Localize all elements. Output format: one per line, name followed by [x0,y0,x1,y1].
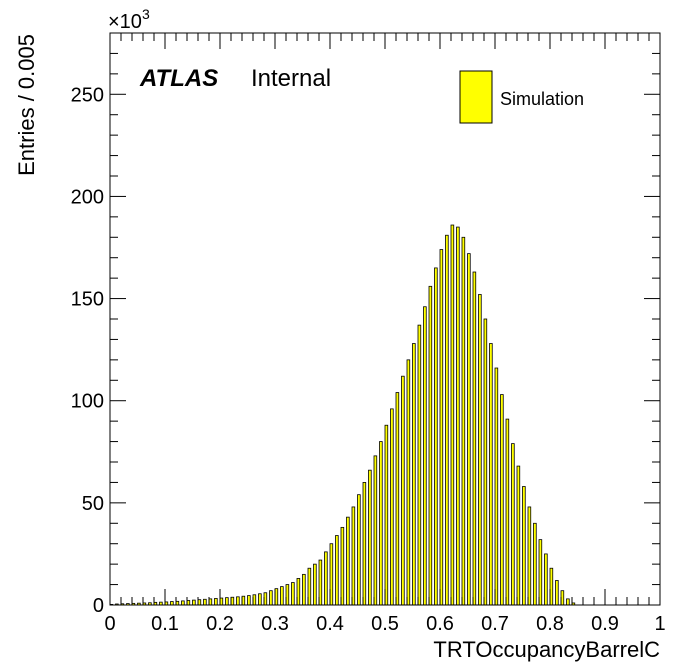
x-tick-label: 0.6 [426,613,454,635]
histogram-bar [428,285,433,606]
histogram-bar [302,573,306,606]
atlas-label: ATLAS [139,65,218,92]
x-tick-labels: 0 0.1 0.2 0.3 0.4 0.5 0.6 0.7 0.8 0.9 1 [104,613,665,635]
histogram-bar [555,580,559,606]
histogram-bar [406,359,411,606]
x-tick-label: 0.7 [481,613,509,635]
histogram-bar [269,590,273,606]
histogram-bar [566,598,570,606]
x-tick-label: 1 [654,613,665,635]
y-tick-label: 250 [71,84,104,106]
histogram-bar [494,367,499,606]
axis-ticks [109,32,661,606]
y-axis-title: Entries / 0.005 [14,34,39,176]
x-tick-label: 0.2 [206,613,234,635]
histogram-bar [434,267,438,606]
histogram-bar [489,343,493,606]
x-tick-label: 0.8 [536,613,564,635]
histogram-bar [538,539,543,606]
legend-label-simulation: Simulation [500,89,584,109]
histogram-bar [445,234,449,606]
histogram-bar [280,586,284,606]
y-tick-label: 50 [82,493,104,515]
x-tick-label: 0.1 [151,613,179,635]
histogram-bar [192,599,196,606]
histogram-bar [478,294,482,606]
histogram-bar [544,553,548,606]
histogram-bar [450,224,455,606]
histogram-bar [401,375,405,606]
y-tick-label: 100 [71,391,104,413]
histogram-bar [384,424,389,606]
histogram-bar [247,595,251,606]
histogram-bar [368,469,372,606]
x-axis-title: TRTOccupancyBarrelC [433,637,660,662]
x-tick-label: 0.4 [316,613,344,635]
histogram-bars [109,224,576,606]
histogram-bar [203,598,207,606]
histogram-bar [351,506,356,606]
histogram-bar [516,465,521,606]
histogram-bar [324,551,328,606]
histogram-bar [340,526,345,606]
internal-label: Internal [251,65,331,92]
histogram-bar [527,506,532,606]
histogram-bar [500,394,504,606]
histogram-bar [533,522,537,606]
histogram-bar [417,324,422,606]
x-tick-label: 0.3 [261,613,289,635]
histogram-bar [423,306,427,606]
y-multiplier: ×103 [108,6,150,33]
histogram-bar [505,418,510,606]
histogram-bar [472,271,477,606]
histogram-bar [170,601,174,606]
histogram-bar [335,535,339,606]
x-tick-label: 0 [104,613,115,635]
histogram-bar [357,494,361,606]
histogram-bar [373,455,378,606]
histogram-bar [522,486,526,606]
histogram-bar [258,593,262,606]
histogram-bar [461,236,466,606]
histogram-bar [467,253,471,606]
histogram-bar [511,443,515,606]
y-tick-label: 200 [71,186,104,208]
x-tick-label: 0.9 [591,613,619,635]
y-tick-label: 0 [93,595,104,617]
histogram-bar [390,408,394,606]
histogram-bar [395,392,400,606]
histogram-bar [225,597,229,606]
histogram-bar [313,563,317,606]
histogram-bar [483,318,488,606]
histogram-bar [379,441,383,606]
histogram-bar [439,249,444,606]
y-tick-label: 150 [71,289,104,311]
legend-swatch-simulation [459,70,493,124]
histogram-bar [346,516,350,606]
histogram-bar [181,600,185,606]
histogram-bar [214,598,218,606]
histogram-bar [412,343,416,606]
histogram-bar [456,226,460,606]
x-tick-label: 0.5 [371,613,399,635]
histogram-bar [362,482,367,606]
y-tick-labels: 0 50 100 150 200 250 [71,84,104,617]
histogram-bar [291,582,295,606]
legend: Simulation [459,70,584,124]
histogram-bar [236,596,240,606]
